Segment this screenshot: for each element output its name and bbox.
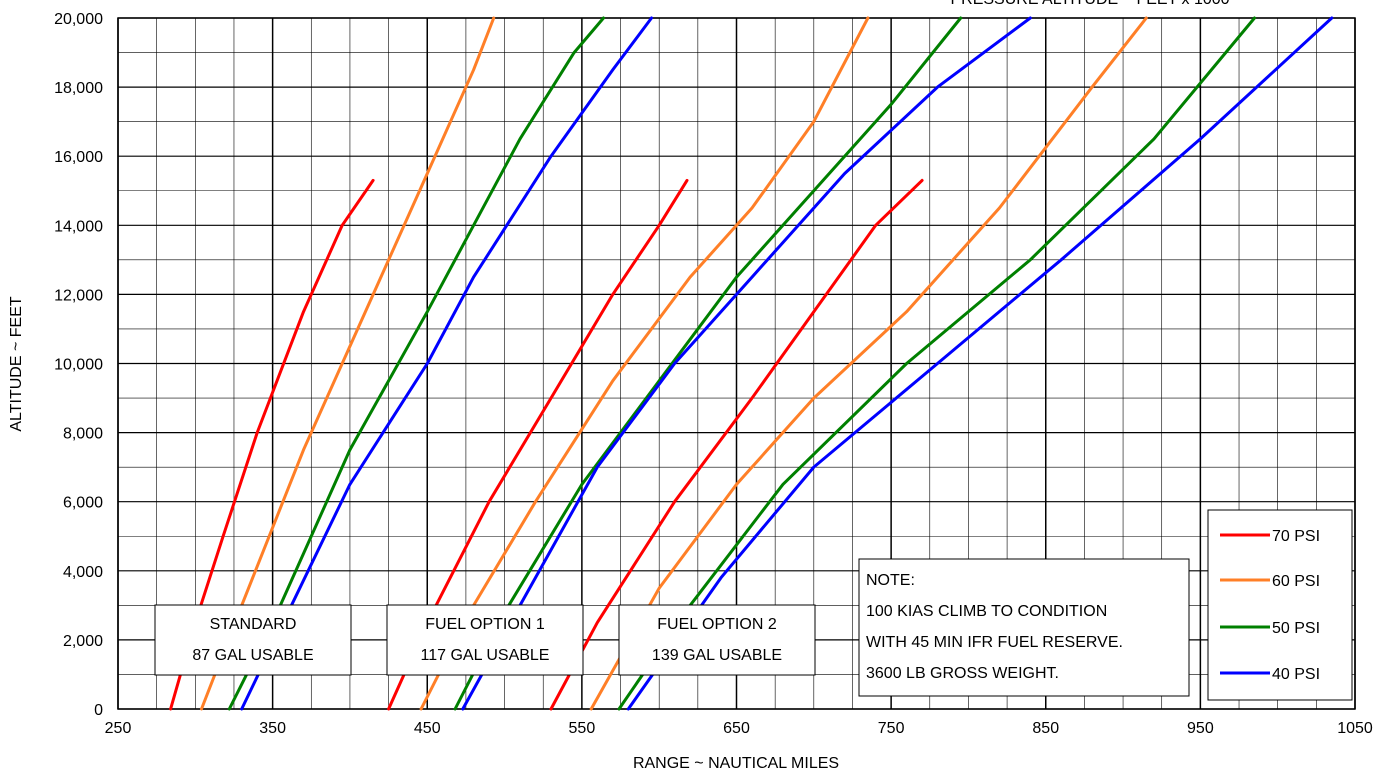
legend-label-50: 50 PSI xyxy=(1272,620,1320,637)
series-line-group0-40-psi xyxy=(240,16,653,711)
group-box-standard-line1: STANDARD xyxy=(210,616,297,633)
y-axis-title: ALTITUDE ~ FEET xyxy=(8,296,25,432)
y-tick-label: 8,000 xyxy=(63,426,103,443)
y-tick-label: 14,000 xyxy=(54,218,103,235)
series-line-group1-60-psi xyxy=(419,16,870,711)
y-tick-label: 10,000 xyxy=(54,357,103,374)
header-text: PRESSURE ALTITUDE ~ FEET x 1000 xyxy=(950,0,1229,8)
x-tick-label: 550 xyxy=(569,720,596,737)
group-box-option1-line1: FUEL OPTION 1 xyxy=(425,616,545,633)
note-line-4: 3600 LB GROSS WEIGHT. xyxy=(866,665,1059,682)
y-tick-label: 12,000 xyxy=(54,287,103,304)
x-axis-title: RANGE ~ NAUTICAL MILES xyxy=(633,755,839,772)
series-line-group1-40-psi xyxy=(461,16,1032,711)
series-line-group2-70-psi xyxy=(549,178,924,711)
tick-labels: 250 350 450 550 650 750 850 950 1050 0 2,000 4,000 6… xyxy=(54,11,1373,737)
series-line-group2-60-psi xyxy=(589,16,1148,711)
y-tick-label: 0 xyxy=(94,702,103,719)
legend-label-60: 60 PSI xyxy=(1272,573,1320,590)
plot-frame xyxy=(117,17,1356,710)
x-tick-label: 350 xyxy=(259,720,286,737)
note-box: NOTE: 100 KIAS CLIMB TO CONDITION WITH 4… xyxy=(858,558,1190,697)
x-tick-label: 650 xyxy=(723,720,750,737)
series-layer xyxy=(169,16,1334,711)
note-line-1: NOTE: xyxy=(866,572,915,589)
y-tick-label: 20,000 xyxy=(54,11,103,28)
x-tick-label: 1050 xyxy=(1337,720,1373,737)
note-line-2: 100 KIAS CLIMB TO CONDITION xyxy=(866,603,1107,620)
series-line-group0-50-psi xyxy=(227,16,605,711)
x-tick-label: 750 xyxy=(878,720,905,737)
x-tick-label: 850 xyxy=(1032,720,1059,737)
group-box-option2: FUEL OPTION 2 139 GAL USABLE xyxy=(618,604,816,676)
x-tick-label: 250 xyxy=(105,720,132,737)
x-tick-label: 450 xyxy=(414,720,441,737)
group-box-standard: STANDARD 87 GAL USABLE xyxy=(154,604,352,676)
group-box-standard-line2: 87 GAL USABLE xyxy=(192,647,313,664)
y-tick-label: 2,000 xyxy=(63,633,103,650)
y-tick-label: 6,000 xyxy=(63,495,103,512)
x-tick-label: 950 xyxy=(1187,720,1214,737)
series-line-group2-40-psi xyxy=(626,16,1334,711)
y-tick-label: 16,000 xyxy=(54,149,103,166)
group-box-option1-line2: 117 GAL USABLE xyxy=(421,647,550,664)
y-tick-label: 4,000 xyxy=(63,564,103,581)
group-box-option1: FUEL OPTION 1 117 GAL USABLE xyxy=(386,604,584,676)
legend-label-40: 40 PSI xyxy=(1272,666,1320,683)
group-box-option2-line1: FUEL OPTION 2 xyxy=(657,616,777,633)
group-box-option2-line2: 139 GAL USABLE xyxy=(652,647,782,664)
y-tick-label: 18,000 xyxy=(54,80,103,97)
legend-label-70: 70 PSI xyxy=(1272,528,1320,545)
series-line-group1-50-psi xyxy=(453,16,963,711)
note-line-3: WITH 45 MIN IFR FUEL RESERVE. xyxy=(866,634,1123,651)
legend: 70 PSI 60 PSI 50 PSI 40 PSI xyxy=(1207,509,1353,701)
